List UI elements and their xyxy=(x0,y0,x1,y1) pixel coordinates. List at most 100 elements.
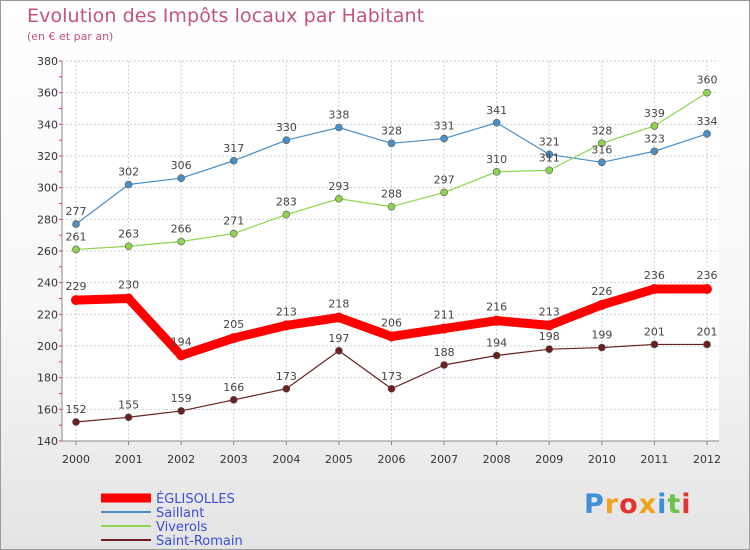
data-point xyxy=(282,136,291,144)
data-label: 341 xyxy=(486,104,507,117)
y-tick-label: 280 xyxy=(37,213,58,226)
x-tick-label: 2007 xyxy=(430,453,458,466)
y-tick-label: 320 xyxy=(37,150,58,163)
data-point xyxy=(702,284,712,294)
data-point xyxy=(598,343,606,352)
data-point xyxy=(440,188,448,197)
data-label: 201 xyxy=(697,325,718,338)
data-label: 317 xyxy=(223,142,244,155)
data-label: 213 xyxy=(276,305,297,318)
data-label: 173 xyxy=(381,370,402,383)
data-point xyxy=(596,299,607,310)
data-label: 266 xyxy=(171,223,192,236)
data-point xyxy=(440,134,448,143)
y-tick-label: 140 xyxy=(37,435,58,448)
y-tick-label: 240 xyxy=(37,277,58,290)
data-label: 194 xyxy=(486,337,507,350)
data-point xyxy=(229,156,238,165)
x-tick-label: 2008 xyxy=(483,453,511,466)
data-label: 230 xyxy=(118,279,139,292)
data-label: 155 xyxy=(118,398,139,411)
proxiti-logo: Proxiti xyxy=(584,489,692,520)
data-point xyxy=(545,150,554,159)
data-point xyxy=(335,123,343,132)
data-point xyxy=(124,413,133,422)
data-label: 159 xyxy=(171,392,192,405)
x-tick-label: 2002 xyxy=(167,453,195,466)
data-point xyxy=(386,331,397,342)
y-tick-label: 200 xyxy=(37,340,58,353)
data-label: 316 xyxy=(591,143,612,156)
data-label: 271 xyxy=(223,215,244,228)
data-point xyxy=(281,320,292,331)
data-point xyxy=(492,168,501,176)
y-tick-label: 380 xyxy=(37,55,58,68)
data-label: 205 xyxy=(223,318,244,331)
y-tick-label: 260 xyxy=(37,245,58,258)
data-point xyxy=(598,158,606,167)
data-label: 194 xyxy=(171,336,192,349)
data-label: 293 xyxy=(328,180,349,193)
data-point xyxy=(492,351,501,360)
data-point xyxy=(703,130,711,138)
data-label: 288 xyxy=(381,188,402,201)
data-point xyxy=(71,295,81,306)
data-label: 236 xyxy=(644,269,665,282)
data-label: 323 xyxy=(644,132,665,145)
data-label: 218 xyxy=(328,298,349,311)
x-tick-label: 2000 xyxy=(62,453,90,466)
data-label: 338 xyxy=(328,109,349,122)
legend-label: ÉGLISOLLES xyxy=(156,491,235,507)
y-tick-label: 180 xyxy=(37,372,58,385)
data-point xyxy=(545,166,554,175)
data-point xyxy=(492,118,501,127)
data-point xyxy=(176,350,187,361)
data-point xyxy=(491,315,502,326)
data-label: 360 xyxy=(697,74,718,87)
data-point xyxy=(124,180,133,189)
x-tick-label: 2003 xyxy=(220,453,248,466)
data-point xyxy=(177,407,185,415)
data-point xyxy=(335,346,343,355)
data-point xyxy=(545,345,554,353)
data-label: 277 xyxy=(66,205,87,218)
data-label: 173 xyxy=(276,370,297,383)
data-label: 211 xyxy=(434,309,455,322)
data-point xyxy=(650,340,659,349)
data-label: 283 xyxy=(276,196,297,209)
data-point xyxy=(387,384,396,393)
data-point xyxy=(228,333,239,344)
data-label: 328 xyxy=(591,124,612,137)
data-point xyxy=(72,418,80,426)
y-tick-label: 300 xyxy=(37,182,58,195)
data-point xyxy=(124,242,133,251)
data-label: 236 xyxy=(697,269,718,282)
data-label: 310 xyxy=(486,153,507,166)
data-label: 328 xyxy=(381,124,402,137)
x-tick-label: 2012 xyxy=(693,453,721,466)
data-point xyxy=(440,361,448,369)
data-label: 152 xyxy=(66,403,87,416)
data-label: 199 xyxy=(591,329,612,342)
data-label: 216 xyxy=(486,301,507,314)
x-tick-label: 2005 xyxy=(325,453,353,466)
data-point xyxy=(703,88,711,97)
data-point xyxy=(649,284,660,294)
data-label: 321 xyxy=(539,135,560,148)
data-label: 229 xyxy=(66,280,87,293)
x-tick-label: 2009 xyxy=(535,453,563,466)
data-point xyxy=(72,220,80,228)
data-label: 302 xyxy=(118,166,139,179)
logo-letter: t xyxy=(667,489,682,520)
data-label: 306 xyxy=(171,159,192,172)
data-point xyxy=(333,312,344,323)
logo-letter: o xyxy=(619,489,639,520)
x-tick-label: 2004 xyxy=(272,453,300,466)
logo-letter: i xyxy=(657,489,668,520)
y-tick-label: 340 xyxy=(37,118,58,131)
y-tick-label: 160 xyxy=(37,403,58,416)
data-label: 334 xyxy=(697,115,718,128)
data-label: 226 xyxy=(591,285,612,298)
data-point xyxy=(650,147,659,156)
